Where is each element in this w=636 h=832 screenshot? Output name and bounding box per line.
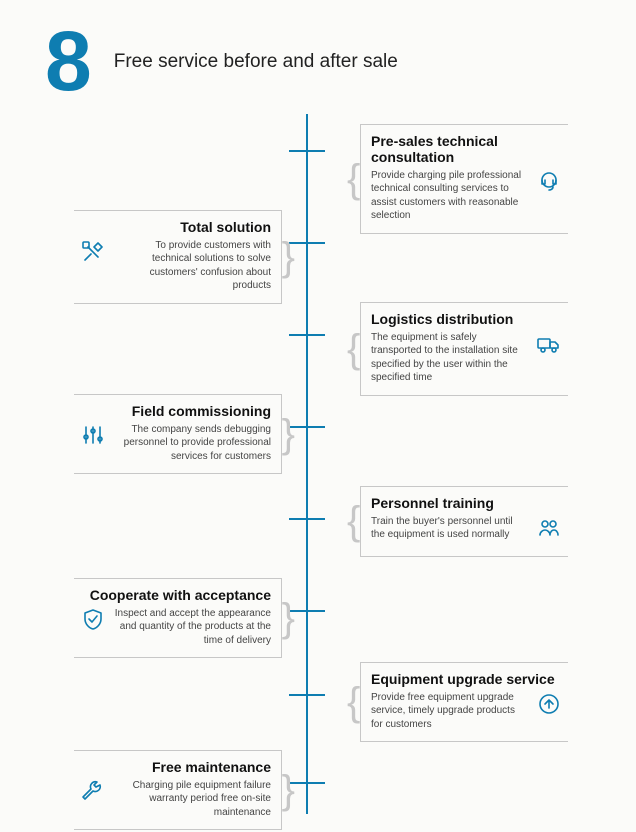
service-card: Equipment upgrade service Provide free eq… bbox=[360, 662, 568, 743]
service-card: Personnel training Train the buyer's pers… bbox=[360, 486, 568, 557]
service-desc: Train the buyer's personnel until the eq… bbox=[371, 515, 528, 542]
timeline-tick bbox=[289, 334, 325, 336]
timeline-axis bbox=[306, 114, 308, 814]
service-card: Pre-sales technical consultation Provide … bbox=[360, 124, 568, 234]
truck-icon bbox=[536, 331, 564, 362]
service-title: Free maintenance bbox=[78, 759, 271, 775]
service-card: Field commissioning The company sends deb… bbox=[74, 394, 282, 475]
service-desc: The company sends debugging personnel to… bbox=[114, 423, 271, 464]
timeline: Pre-sales technical consultation Provide … bbox=[0, 114, 636, 814]
service-title: Field commissioning bbox=[78, 403, 271, 419]
service-desc: Provide free equipment upgrade service, … bbox=[371, 691, 528, 732]
page-header: 8 Free service before and after sale bbox=[45, 24, 636, 100]
headset-icon bbox=[536, 169, 564, 200]
people-icon bbox=[536, 515, 564, 546]
wrench-icon bbox=[78, 779, 106, 810]
service-card: Free maintenance Charging pile equipment … bbox=[74, 750, 282, 831]
service-card: Total solution To provide customers with … bbox=[74, 210, 282, 304]
service-title: Logistics distribution bbox=[371, 311, 564, 327]
service-card: Logistics distribution The equipment is s… bbox=[360, 302, 568, 396]
service-card: Cooperate with acceptance Inspect and acc… bbox=[74, 578, 282, 659]
page-root: 8 Free service before and after sale Pre… bbox=[0, 0, 636, 832]
service-title: Cooperate with acceptance bbox=[78, 587, 271, 603]
service-desc: Inspect and accept the appearance and qu… bbox=[114, 607, 271, 648]
service-title: Pre-sales technical consultation bbox=[371, 133, 564, 165]
service-desc: Charging pile equipment failure warranty… bbox=[114, 779, 271, 820]
shield-icon bbox=[78, 607, 106, 638]
upgrade-icon bbox=[536, 691, 564, 722]
service-desc: Provide charging pile professional techn… bbox=[371, 169, 528, 223]
service-title: Total solution bbox=[78, 219, 271, 235]
service-title: Personnel training bbox=[371, 495, 564, 511]
page-number: 8 bbox=[45, 24, 92, 100]
timeline-tick bbox=[289, 518, 325, 520]
service-desc: To provide customers with technical solu… bbox=[114, 239, 271, 293]
service-desc: The equipment is safely transported to t… bbox=[371, 331, 528, 385]
tools-icon bbox=[78, 239, 106, 270]
timeline-tick bbox=[289, 150, 325, 152]
service-title: Equipment upgrade service bbox=[371, 671, 564, 687]
sliders-icon bbox=[78, 423, 106, 454]
page-title: Free service before and after sale bbox=[114, 51, 398, 73]
timeline-tick bbox=[289, 694, 325, 696]
